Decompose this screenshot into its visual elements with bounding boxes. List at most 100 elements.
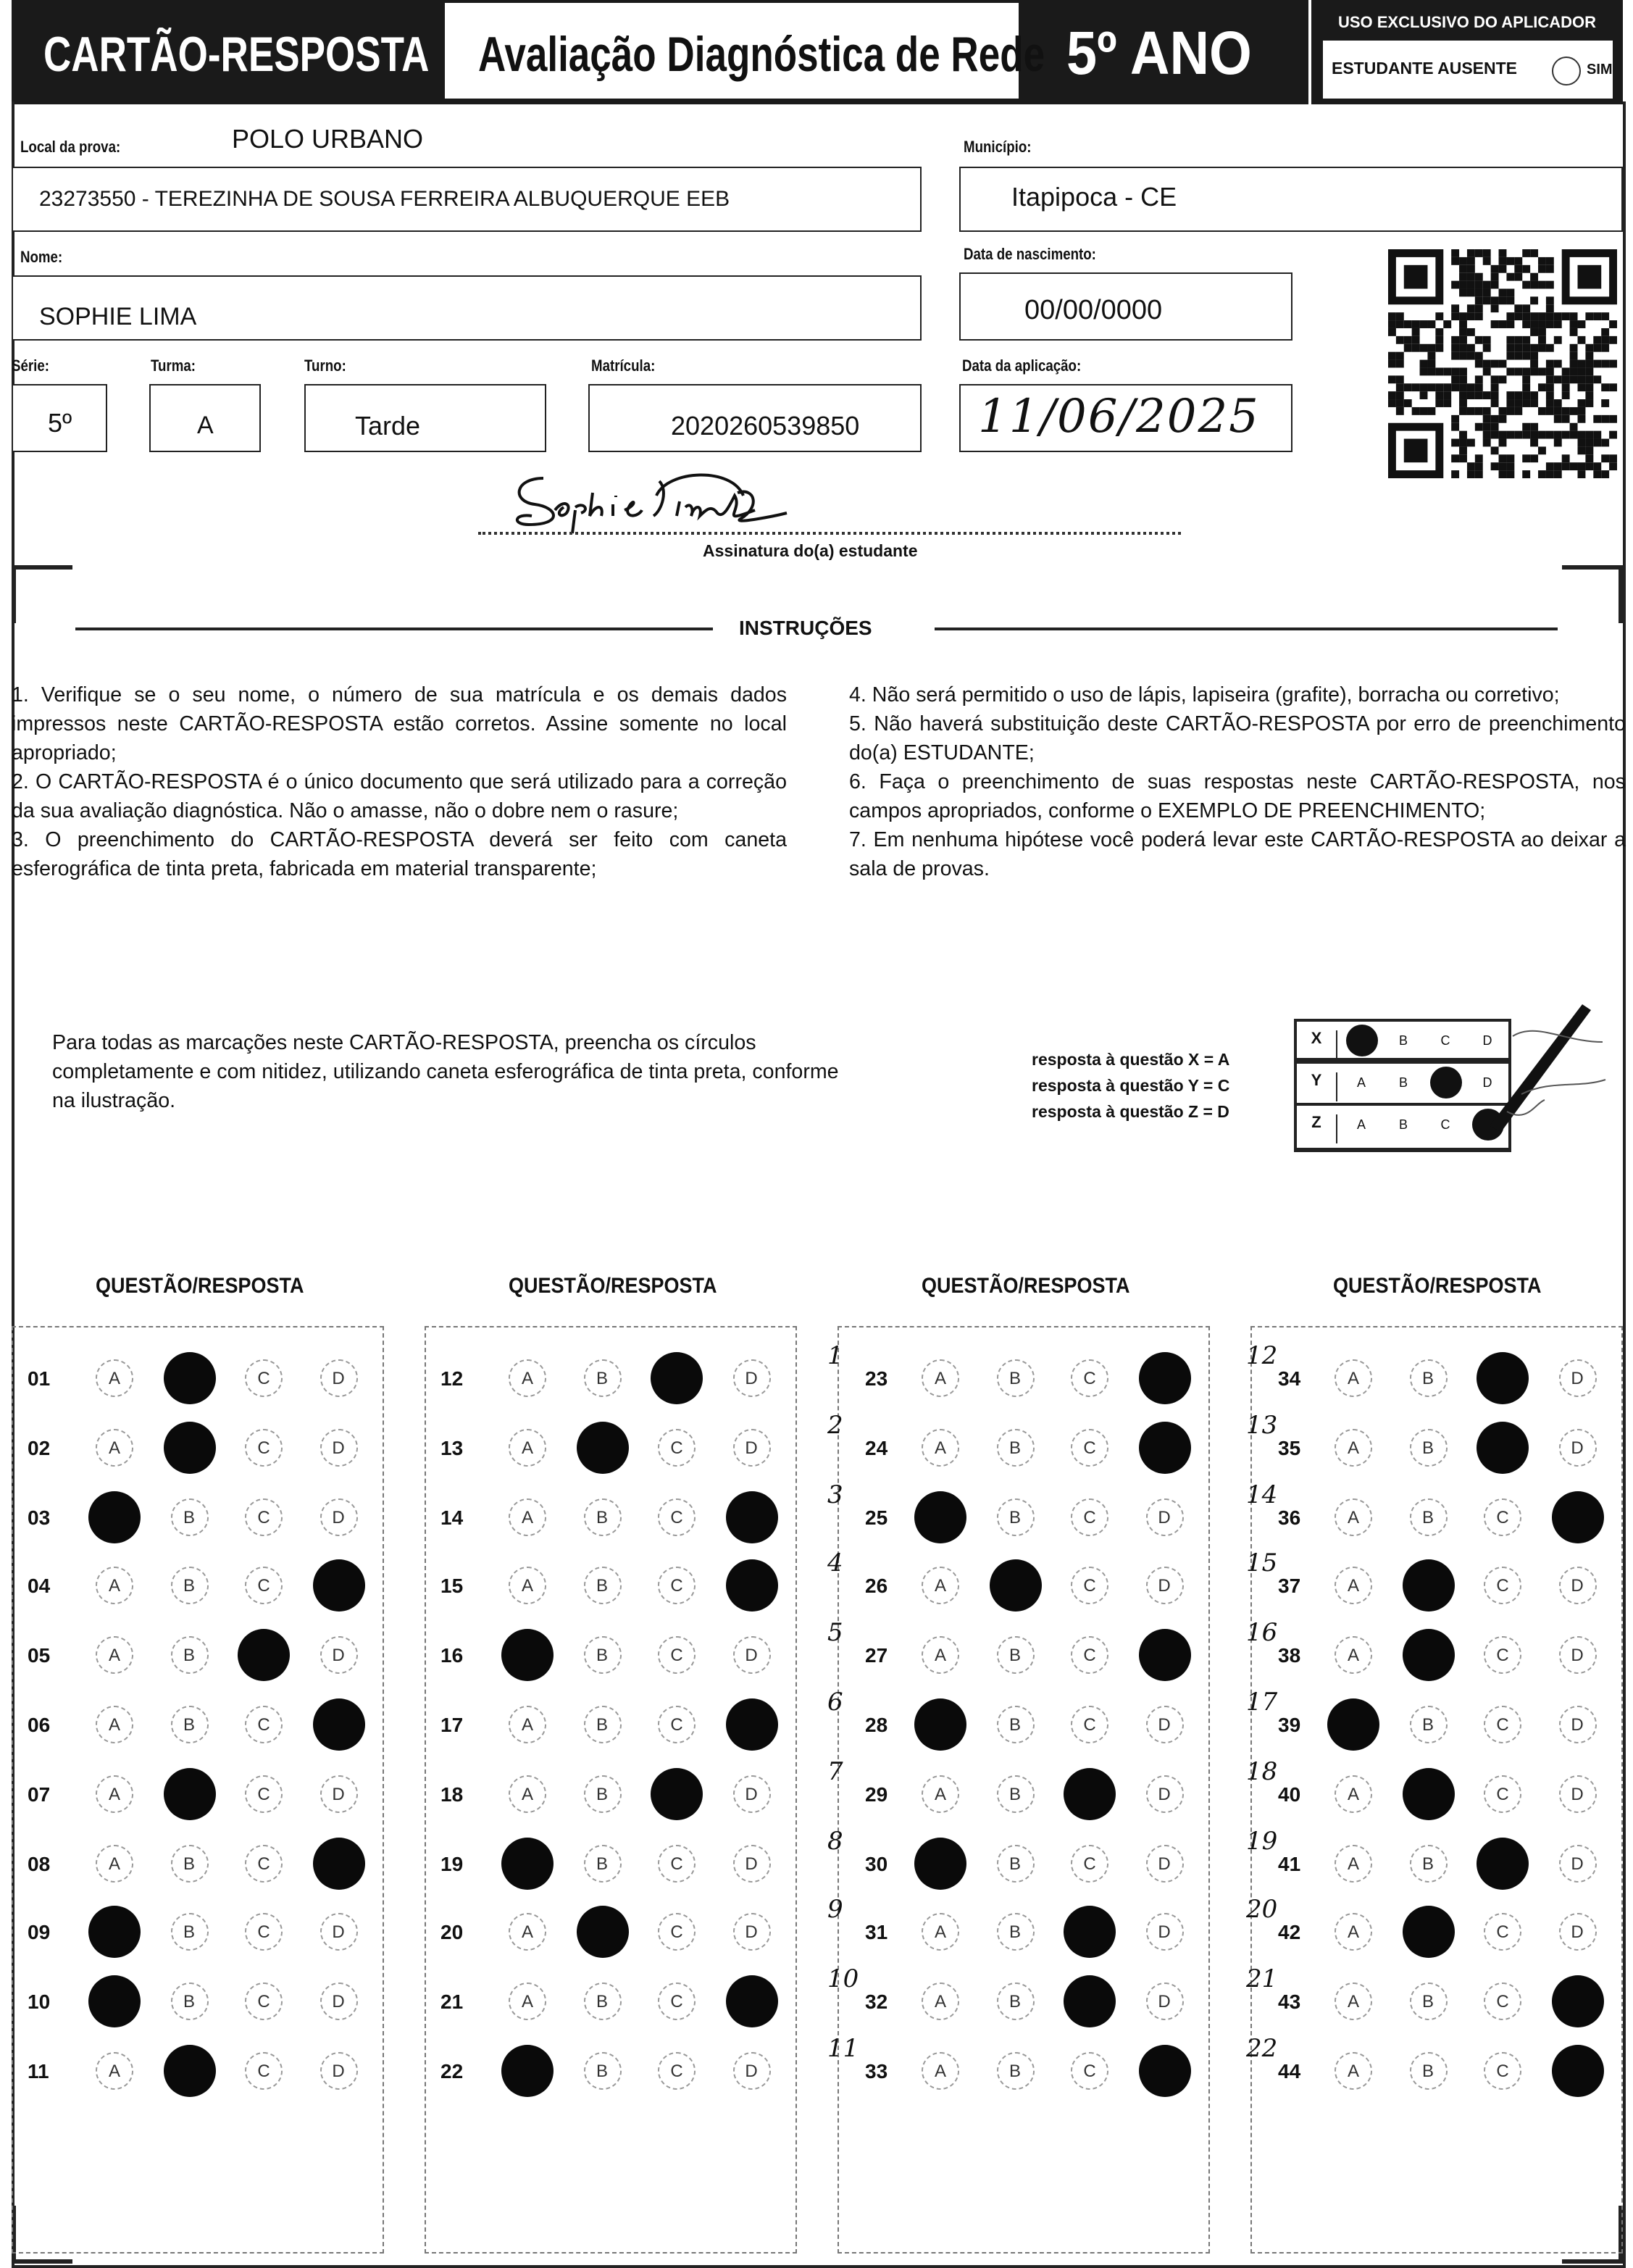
- bubble-option[interactable]: C: [245, 1913, 283, 1951]
- bubble-option[interactable]: A: [1335, 1428, 1372, 1467]
- bubble-option[interactable]: A: [509, 1498, 546, 1536]
- bubble-option[interactable]: C: [658, 1913, 696, 1951]
- bubble-filled[interactable]: C: [1064, 1767, 1116, 1820]
- bubble-option[interactable]: A: [1335, 1913, 1372, 1951]
- bubble-option[interactable]: A: [96, 1428, 133, 1467]
- bubble-filled[interactable]: C: [238, 1629, 290, 1682]
- bubble-option[interactable]: A: [96, 1636, 133, 1675]
- bubble-option[interactable]: B: [1409, 1428, 1447, 1467]
- bubble-option[interactable]: C: [245, 1844, 283, 1883]
- bubble-option[interactable]: B: [583, 1706, 621, 1743]
- bubble-option[interactable]: A: [1335, 1636, 1372, 1675]
- bubble-option[interactable]: B: [170, 1983, 208, 2021]
- bubble-filled[interactable]: C: [1477, 1837, 1529, 1890]
- bubble-filled[interactable]: C: [651, 1767, 703, 1820]
- bubble-option[interactable]: D: [1145, 1913, 1183, 1951]
- bubble-option[interactable]: B: [1409, 1706, 1447, 1743]
- bubble-option[interactable]: B: [996, 1498, 1034, 1536]
- bubble-option[interactable]: C: [245, 1983, 283, 2021]
- bubble-filled[interactable]: D: [1138, 1421, 1190, 1474]
- bubble-option[interactable]: B: [996, 1844, 1034, 1883]
- bubble-option[interactable]: A: [96, 1844, 133, 1883]
- bubble-option[interactable]: B: [583, 1636, 621, 1675]
- bubble-option[interactable]: A: [1335, 2052, 1372, 2090]
- bubble-option[interactable]: D: [1145, 1567, 1183, 1605]
- bubble-filled[interactable]: D: [312, 1837, 364, 1890]
- bubble-option[interactable]: D: [320, 1359, 357, 1397]
- bubble-option[interactable]: A: [509, 1359, 546, 1397]
- bubble-option[interactable]: A: [1335, 1775, 1372, 1813]
- bubble-option[interactable]: A: [1335, 1359, 1372, 1397]
- bubble-option[interactable]: D: [1145, 1775, 1183, 1813]
- bubble-option[interactable]: C: [658, 1844, 696, 1883]
- bubble-option[interactable]: D: [320, 2052, 357, 2090]
- bubble-filled[interactable]: D: [1138, 1629, 1190, 1682]
- bubble-filled[interactable]: A: [88, 1491, 141, 1543]
- bubble-option[interactable]: A: [509, 1567, 546, 1605]
- bubble-filled[interactable]: D: [1551, 1975, 1603, 2028]
- bubble-option[interactable]: A: [922, 1636, 959, 1675]
- bubble-option[interactable]: B: [996, 1706, 1034, 1743]
- bubble-option[interactable]: D: [732, 1913, 770, 1951]
- bubble-filled[interactable]: A: [88, 1975, 141, 2028]
- bubble-filled[interactable]: D: [725, 1491, 777, 1543]
- bubble-option[interactable]: A: [96, 1775, 133, 1813]
- bubble-option[interactable]: C: [658, 2052, 696, 2090]
- bubble-filled[interactable]: A: [914, 1837, 966, 1890]
- bubble-option[interactable]: C: [1484, 2052, 1521, 2090]
- bubble-option[interactable]: B: [996, 1428, 1034, 1467]
- bubble-option[interactable]: D: [1558, 1706, 1596, 1743]
- bubble-filled[interactable]: B: [576, 1421, 628, 1474]
- bubble-option[interactable]: C: [1071, 2052, 1108, 2090]
- bubble-option[interactable]: D: [732, 1428, 770, 1467]
- bubble-option[interactable]: C: [245, 2052, 283, 2090]
- bubble-option[interactable]: C: [1484, 1775, 1521, 1813]
- bubble-option[interactable]: B: [1409, 1983, 1447, 2021]
- bubble-option[interactable]: D: [320, 1428, 357, 1467]
- bubble-option[interactable]: A: [96, 1359, 133, 1397]
- bubble-option[interactable]: C: [1071, 1498, 1108, 1536]
- bubble-option[interactable]: C: [1484, 1498, 1521, 1536]
- bubble-filled[interactable]: A: [88, 1906, 141, 1959]
- bubble-option[interactable]: D: [320, 1498, 357, 1536]
- bubble-option[interactable]: A: [1335, 1567, 1372, 1605]
- bubble-option[interactable]: D: [320, 1983, 357, 2021]
- bubble-option[interactable]: B: [583, 1983, 621, 2021]
- bubble-option[interactable]: C: [1071, 1428, 1108, 1467]
- bubble-option[interactable]: B: [996, 1983, 1034, 2021]
- bubble-option[interactable]: A: [96, 2052, 133, 2090]
- bubble-option[interactable]: C: [658, 1428, 696, 1467]
- bubble-filled[interactable]: C: [1064, 1906, 1116, 1959]
- bubble-option[interactable]: B: [170, 1567, 208, 1605]
- bubble-option[interactable]: C: [1484, 1983, 1521, 2021]
- bubble-option[interactable]: C: [658, 1567, 696, 1605]
- bubble-option[interactable]: A: [509, 1706, 546, 1743]
- bubble-option[interactable]: C: [245, 1359, 283, 1397]
- bubble-option[interactable]: C: [1484, 1567, 1521, 1605]
- bubble-option[interactable]: A: [922, 1567, 959, 1605]
- bubble-option[interactable]: B: [170, 1706, 208, 1743]
- bubble-option[interactable]: D: [1558, 1428, 1596, 1467]
- bubble-option[interactable]: A: [922, 1428, 959, 1467]
- bubble-option[interactable]: C: [658, 1706, 696, 1743]
- bubble-filled[interactable]: A: [501, 1629, 554, 1682]
- bubble-option[interactable]: A: [509, 1983, 546, 2021]
- bubble-filled[interactable]: B: [163, 1767, 215, 1820]
- bubble-filled[interactable]: B: [1402, 1559, 1454, 1612]
- bubble-option[interactable]: C: [1484, 1636, 1521, 1675]
- bubble-option[interactable]: D: [1558, 1359, 1596, 1397]
- bubble-filled[interactable]: B: [576, 1906, 628, 1959]
- bubble-option[interactable]: C: [1071, 1636, 1108, 1675]
- bubble-option[interactable]: B: [170, 1498, 208, 1536]
- bubble-option[interactable]: A: [509, 1428, 546, 1467]
- bubble-option[interactable]: B: [1409, 1359, 1447, 1397]
- bubble-option[interactable]: B: [583, 1359, 621, 1397]
- bubble-option[interactable]: D: [1558, 1775, 1596, 1813]
- bubble-option[interactable]: C: [1484, 1913, 1521, 1951]
- bubble-option[interactable]: B: [1409, 2052, 1447, 2090]
- bubble-option[interactable]: C: [658, 1498, 696, 1536]
- bubble-filled[interactable]: D: [1551, 1491, 1603, 1543]
- bubble-filled[interactable]: D: [725, 1975, 777, 2028]
- bubble-option[interactable]: B: [170, 1636, 208, 1675]
- bubble-filled[interactable]: C: [1477, 1352, 1529, 1404]
